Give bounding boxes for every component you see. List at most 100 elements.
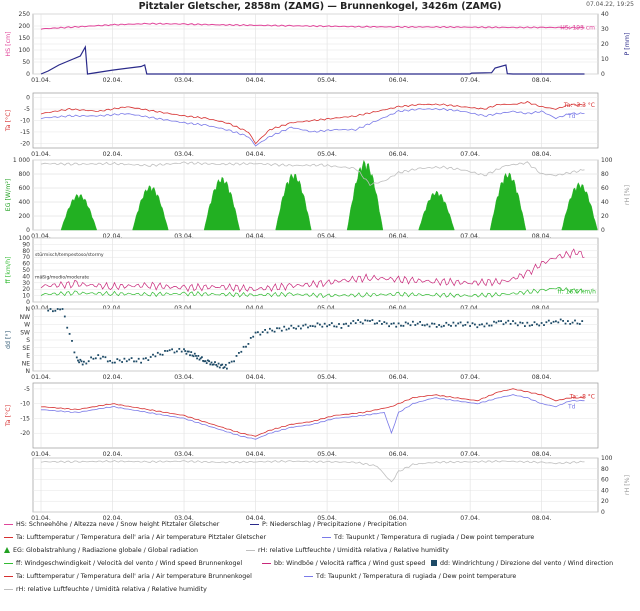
series-dd-point <box>459 321 462 324</box>
legend-item-td1: Td: Taupunkt / Temperatura di rugiada / … <box>322 533 534 543</box>
series-dd-point <box>164 350 166 352</box>
series-dd-point <box>128 358 131 361</box>
x-tick-label: 03.04. <box>174 233 194 240</box>
x-tick-label: 04.04. <box>246 451 266 458</box>
axis-label: P [mm] <box>624 33 631 56</box>
series-eg-area <box>203 176 241 231</box>
chart-area: 01.04. 02.04. 03.04. 04.04. 05.04. 06.04. 07.0… <box>4 11 631 520</box>
series-dd-point <box>216 365 219 368</box>
y-right-tick-label: 80 <box>601 171 609 178</box>
series-eg-area <box>60 194 98 231</box>
y-tick-label: E <box>26 353 30 360</box>
series-dd-point <box>106 360 109 363</box>
series-dd-point <box>509 323 512 325</box>
y-tick-label: 200 <box>19 23 31 30</box>
series-dd-point <box>276 327 278 330</box>
y-tick-label: -10 <box>20 118 30 125</box>
x-tick-label: 07.04. <box>460 151 480 158</box>
series-dd-point <box>80 360 83 363</box>
series-dd-point <box>497 320 500 323</box>
x-tick-label: 01.04. <box>31 515 51 520</box>
series-dd-point <box>176 350 178 353</box>
series-dd-point <box>574 319 576 322</box>
series-dd-point <box>99 357 102 360</box>
series-dd-point <box>235 355 238 357</box>
series-dd-point <box>490 324 493 327</box>
series-dd-point <box>342 323 345 326</box>
series-dd-point <box>457 322 460 325</box>
legend-item-eg: EG: Globalstrahlung / Radiazione globale… <box>4 546 198 556</box>
series-dd-point <box>354 322 357 324</box>
x-tick-label: 06.04. <box>389 374 409 381</box>
y-tick-label: 20 <box>22 286 30 293</box>
series-dd-point <box>359 321 362 324</box>
series-dd-point <box>87 360 90 363</box>
series-dd-point <box>266 331 269 334</box>
series-dd-point <box>191 354 194 357</box>
x-tick-label: 02.04. <box>103 151 123 158</box>
series-dd-point <box>249 337 252 339</box>
series-dd-point <box>493 320 495 323</box>
axis-label: Ta [°C] <box>4 110 12 132</box>
series-dd-point <box>347 325 350 327</box>
series-dd-point <box>445 321 448 324</box>
series-dd-point <box>196 357 198 360</box>
series-dd-point <box>452 321 455 324</box>
series-dd-point <box>228 361 231 364</box>
y-tick-label: 50 <box>22 267 30 274</box>
series-dd-point <box>533 321 536 324</box>
series-dd-point <box>254 331 257 334</box>
y-right-tick-label: 40 <box>601 11 609 18</box>
series-dd-point <box>488 324 491 327</box>
series-dd-point <box>376 322 378 325</box>
y-tick-label: 90 <box>22 241 30 248</box>
y-tick-label: N <box>26 368 31 375</box>
series-dd-point <box>352 320 355 322</box>
y-tick-label: 600 <box>19 185 31 192</box>
x-tick-label: 03.04. <box>174 305 194 312</box>
y-tick-label: -10 <box>20 401 30 408</box>
x-tick-label: 02.04. <box>103 233 123 240</box>
x-tick-label: 04.04. <box>246 151 266 158</box>
x-tick-label: 01.04. <box>31 151 51 158</box>
plot-frame <box>32 457 599 513</box>
series-dd-point <box>207 359 209 362</box>
y-right-tick-label: 60 <box>601 477 609 484</box>
axis-label: rH [%] <box>624 475 631 495</box>
x-tick-label: 08.04. <box>532 305 552 312</box>
series-dd-point <box>292 327 295 329</box>
x-tick-label: 05.04. <box>317 451 337 458</box>
annotation-ff: ff: 16.6 km/h <box>558 288 597 295</box>
series-dd-point <box>77 359 79 362</box>
series-dd-point <box>500 320 502 322</box>
y-tick-label: N <box>26 306 31 313</box>
x-tick-label: 02.04. <box>103 77 123 84</box>
series-dd-point <box>135 360 138 363</box>
series-dd-point <box>316 322 319 325</box>
series-dd-point <box>526 321 529 324</box>
series-dd-point <box>567 320 569 322</box>
series-dd-point <box>330 322 333 324</box>
series-hs-line <box>40 22 585 30</box>
x-tick-label: 07.04. <box>460 451 480 458</box>
x-tick-label: 05.04. <box>317 374 337 381</box>
series-dd-point <box>104 356 107 359</box>
series-dd-point <box>186 350 189 353</box>
x-tick-label: 08.04. <box>532 151 552 158</box>
series-td-line <box>40 107 585 147</box>
annotation-moderate: mäßig/medio/moderate <box>35 274 89 280</box>
series-dd-point <box>166 350 169 352</box>
y-tick-label: SW <box>20 329 30 336</box>
y-tick-label: -15 <box>20 415 30 422</box>
axis-label: Ta [°C] <box>4 405 12 427</box>
y-tick-label: 70 <box>22 254 30 261</box>
series-dd-point <box>369 320 371 322</box>
series-dd-point <box>78 361 80 364</box>
series-dd-point <box>450 325 452 327</box>
series-dd-point <box>269 327 271 330</box>
series-dd-point <box>156 351 159 354</box>
series-dd-point <box>483 325 486 328</box>
series-dd-point <box>414 324 417 326</box>
series-dd-point <box>552 320 555 323</box>
series-dd-point <box>338 323 340 325</box>
